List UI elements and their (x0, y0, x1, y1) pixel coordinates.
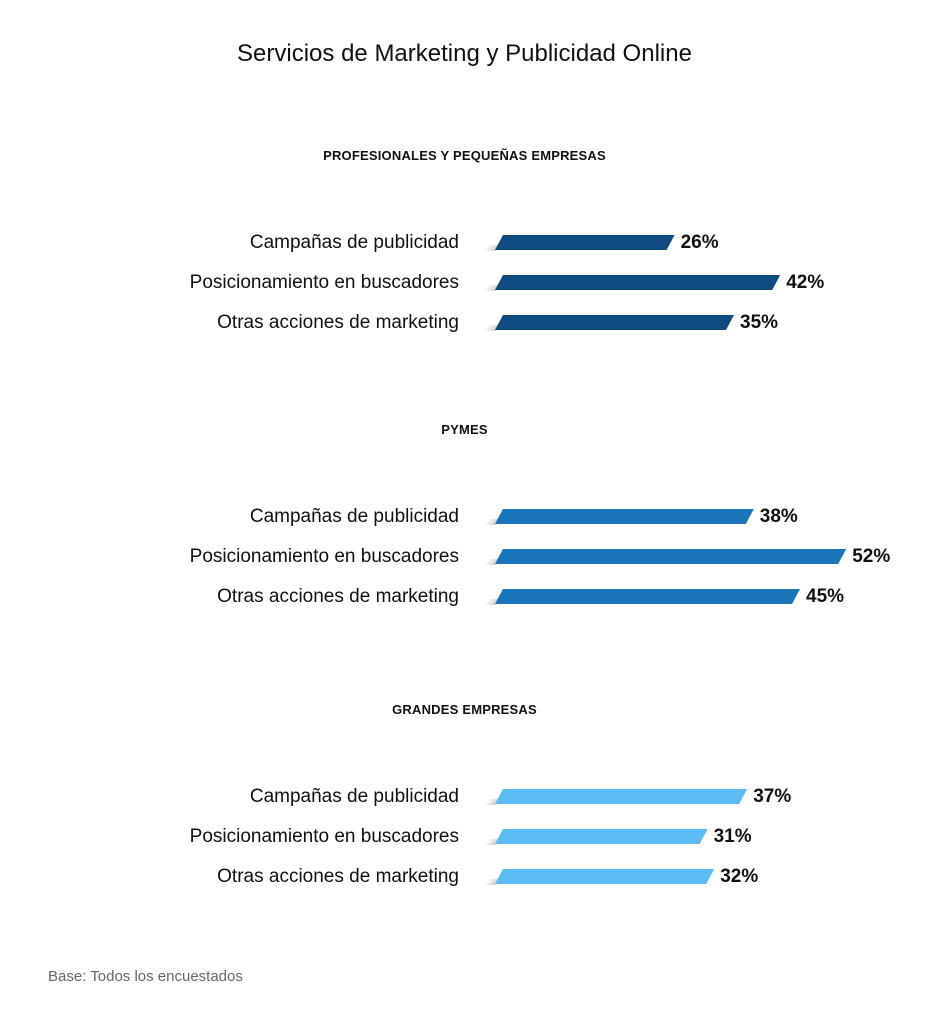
group-title: PROFESIONALES Y PEQUEÑAS EMPRESAS (323, 148, 606, 163)
value-label: 32% (720, 866, 759, 887)
value-label: 52% (852, 546, 891, 567)
category-label: Posicionamiento en buscadores (189, 546, 459, 567)
value-label: 26% (680, 232, 719, 253)
value-label: 37% (753, 786, 792, 807)
category-label: Campañas de publicidad (249, 786, 459, 807)
bar (495, 869, 715, 884)
category-label: Campañas de publicidad (249, 506, 459, 527)
category-label: Posicionamiento en buscadores (189, 826, 459, 847)
chart-title: Servicios de Marketing y Publicidad Onli… (237, 40, 692, 67)
bar (495, 589, 800, 604)
value-label: 38% (759, 506, 798, 527)
footnote: Base: Todos los encuestados (48, 968, 243, 985)
category-label: Campañas de publicidad (249, 232, 459, 253)
category-label: Posicionamiento en buscadores (189, 272, 459, 293)
value-label: 45% (806, 586, 845, 607)
group-title: GRANDES EMPRESAS (392, 702, 537, 717)
value-label: 42% (786, 272, 825, 293)
bar (495, 275, 781, 290)
value-label: 31% (713, 826, 752, 847)
bar (495, 789, 748, 804)
category-label: Otras acciones de marketing (217, 586, 459, 607)
group-title: PYMES (441, 422, 488, 437)
value-label: 35% (740, 312, 779, 333)
category-label: Otras acciones de marketing (217, 866, 459, 887)
bar (495, 235, 675, 250)
bar (495, 315, 734, 330)
bar (495, 829, 708, 844)
category-label: Otras acciones de marketing (217, 312, 459, 333)
bar (495, 549, 847, 564)
bar (495, 509, 754, 524)
